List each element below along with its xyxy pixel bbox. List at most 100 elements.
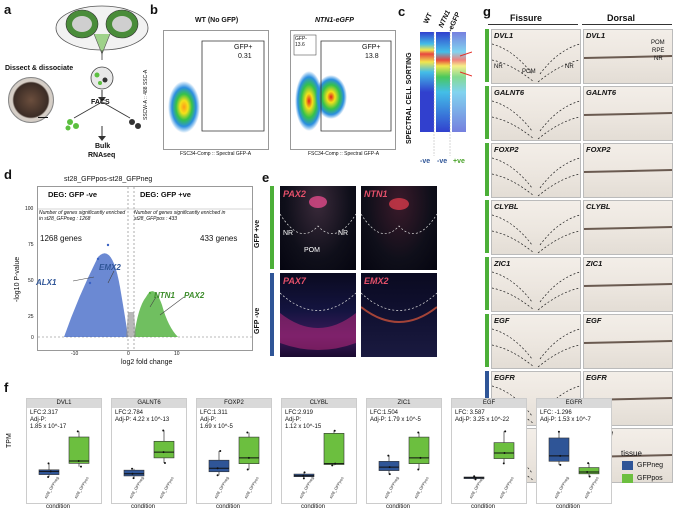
box-plot-card: ZIC1 LFC:1.504 Adj-P: 1.79 x 10^-5 st28_GFP…	[366, 398, 442, 504]
panel-label-c: c	[398, 4, 405, 19]
e-nr-left: NR	[283, 230, 293, 237]
legend-label-pos: GFPpos	[637, 475, 663, 482]
rnaseq-label: RNAseq	[88, 152, 115, 159]
box-point-neg	[387, 455, 389, 457]
box-point-pos	[248, 457, 250, 459]
g-pom: POM	[522, 69, 536, 75]
box-point-neg	[133, 477, 135, 479]
box-point-neg	[558, 431, 560, 433]
box-point-neg	[48, 462, 50, 464]
box-plot-xlabel: condition	[471, 504, 495, 510]
pax2-label: PAX2	[283, 189, 306, 199]
ish-dorsal-gene-label: GALNT6	[586, 88, 616, 97]
box-neg	[39, 470, 59, 475]
box-plot-xlabel: condition	[131, 504, 155, 510]
box-pos	[579, 468, 599, 474]
ntn1-small-value: 13.6	[295, 42, 305, 48]
ish-fissure-gene-label: FOXP2	[494, 145, 519, 154]
volcano-xlabel: log2 fold change	[121, 359, 172, 366]
box-pos	[494, 443, 514, 459]
box-plot-xlabel: condition	[46, 504, 70, 510]
panel-label-f: f	[4, 380, 8, 395]
e-pom: POM	[304, 247, 320, 254]
col-wt-label: WT	[423, 12, 434, 25]
box-plot-card: DVL1 LFC:2.317 Adj-P: 1.85 x 10^-17 st28_GFP…	[26, 398, 102, 504]
volcano-ytick-25: 25	[28, 314, 34, 320]
wt-facs-plot	[163, 30, 269, 150]
box-pos	[239, 437, 259, 464]
ish-row-bar	[485, 257, 489, 310]
ish-dorsal-gene-label: FOXP2	[586, 145, 611, 154]
box-point-pos	[246, 431, 248, 433]
box-point-pos	[417, 468, 419, 470]
gfp-neg-bar	[270, 273, 274, 356]
ntn1-marker-label: NTN1	[364, 189, 388, 199]
ish-fissure-gene-label: EGFR	[494, 373, 515, 382]
g-dorsal-nr: NR	[654, 56, 663, 62]
box-point-pos	[163, 451, 165, 453]
embryo-head-illustration	[54, 4, 150, 60]
scale-bar	[38, 117, 48, 118]
wt-gate-label: GFP+	[234, 44, 252, 51]
box-point-pos	[417, 431, 419, 433]
box-point-neg	[219, 450, 221, 452]
box-point-pos	[586, 471, 588, 473]
ish-dorsal-gene-label: ZIC1	[586, 259, 602, 268]
deg-neg-title: DEG: GFP -ve	[48, 190, 97, 199]
g-dorsal-rpe: RPE	[652, 48, 664, 54]
dorsal-header: Dorsal	[607, 13, 635, 23]
panel-label-d: d	[4, 167, 12, 182]
deg-neg-count: 1268 genes	[40, 234, 82, 243]
panel-label-a: a	[4, 2, 11, 17]
box-plot-xlabel: condition	[386, 504, 410, 510]
box-point-neg	[302, 475, 304, 477]
box-point-pos	[589, 476, 591, 478]
neg-label-2: -ve	[437, 158, 447, 165]
ntn1-xlabel: FSC34-Comp :: Spectral GFP-A	[308, 151, 379, 157]
ish-dorsal-gene-label: CLYBL	[586, 202, 610, 211]
legend-title: tissue	[621, 449, 642, 458]
ish-dorsal-gene-label: EGFR	[586, 373, 607, 382]
wt-xlabel: FSC34-Comp :: Spectral GFP-A	[180, 151, 251, 157]
tpm-ylabel: TPM	[6, 433, 13, 448]
box-plot-xlabel: condition	[556, 504, 580, 510]
ntn1-gate-label: GFP+	[362, 44, 380, 51]
gene-emx2: EMX2	[99, 263, 121, 272]
wt-plot-title: WT (No GFP)	[195, 17, 238, 24]
volcano-ytick-0: 0	[31, 335, 34, 341]
box-point-neg	[303, 477, 305, 479]
volcano-header: st28_GFPpos-st28_GFPneg	[64, 176, 152, 183]
box-point-pos	[334, 463, 336, 465]
box-point-neg	[475, 477, 477, 479]
box-plot-xlabel: condition	[216, 504, 240, 510]
pax7-label: PAX7	[283, 276, 306, 286]
gfp-neg-label: GFP -ve	[254, 308, 261, 334]
wt-gate	[202, 41, 264, 131]
ish-fissure-gene-label: DVL1	[494, 31, 513, 40]
box-plot-card: EGF LFC: 3.587 Adj-P: 3.25 x 10^-22 st28_GF…	[451, 398, 527, 504]
ish-dorsal-gene-label: EGF	[586, 316, 601, 325]
ish-dorsal-gene-label: DVL1	[586, 31, 605, 40]
box-pos	[324, 433, 344, 464]
box-point-neg	[217, 467, 219, 469]
ish-fissure-gene-label: CLYBL	[494, 202, 518, 211]
box-neg	[549, 438, 569, 461]
volcano-ytick-100: 100	[25, 206, 33, 212]
g-nr-right: NR	[565, 64, 574, 70]
box-point-neg	[47, 476, 49, 478]
volcano-xtick-10: 10	[174, 351, 180, 357]
box-point-pos	[504, 430, 506, 432]
emx2-marker-label: EMX2	[364, 276, 389, 286]
gene-alx1: ALX1	[36, 278, 56, 287]
box-pos	[154, 441, 174, 458]
box-point-neg	[131, 468, 133, 470]
pos-label: +ve	[453, 158, 465, 165]
volcano-ytick-50: 50	[28, 278, 34, 284]
facs-ylabel: SSCW-A :: 488 SSC-A	[143, 70, 149, 120]
gene-pax2: PAX2	[184, 291, 204, 300]
ish-row-bar	[485, 143, 489, 196]
gene-ntn1: NTN1	[154, 291, 175, 300]
box-point-pos	[334, 430, 336, 432]
facs-label: FACS	[91, 99, 110, 106]
legend-swatch-pos	[622, 474, 633, 483]
